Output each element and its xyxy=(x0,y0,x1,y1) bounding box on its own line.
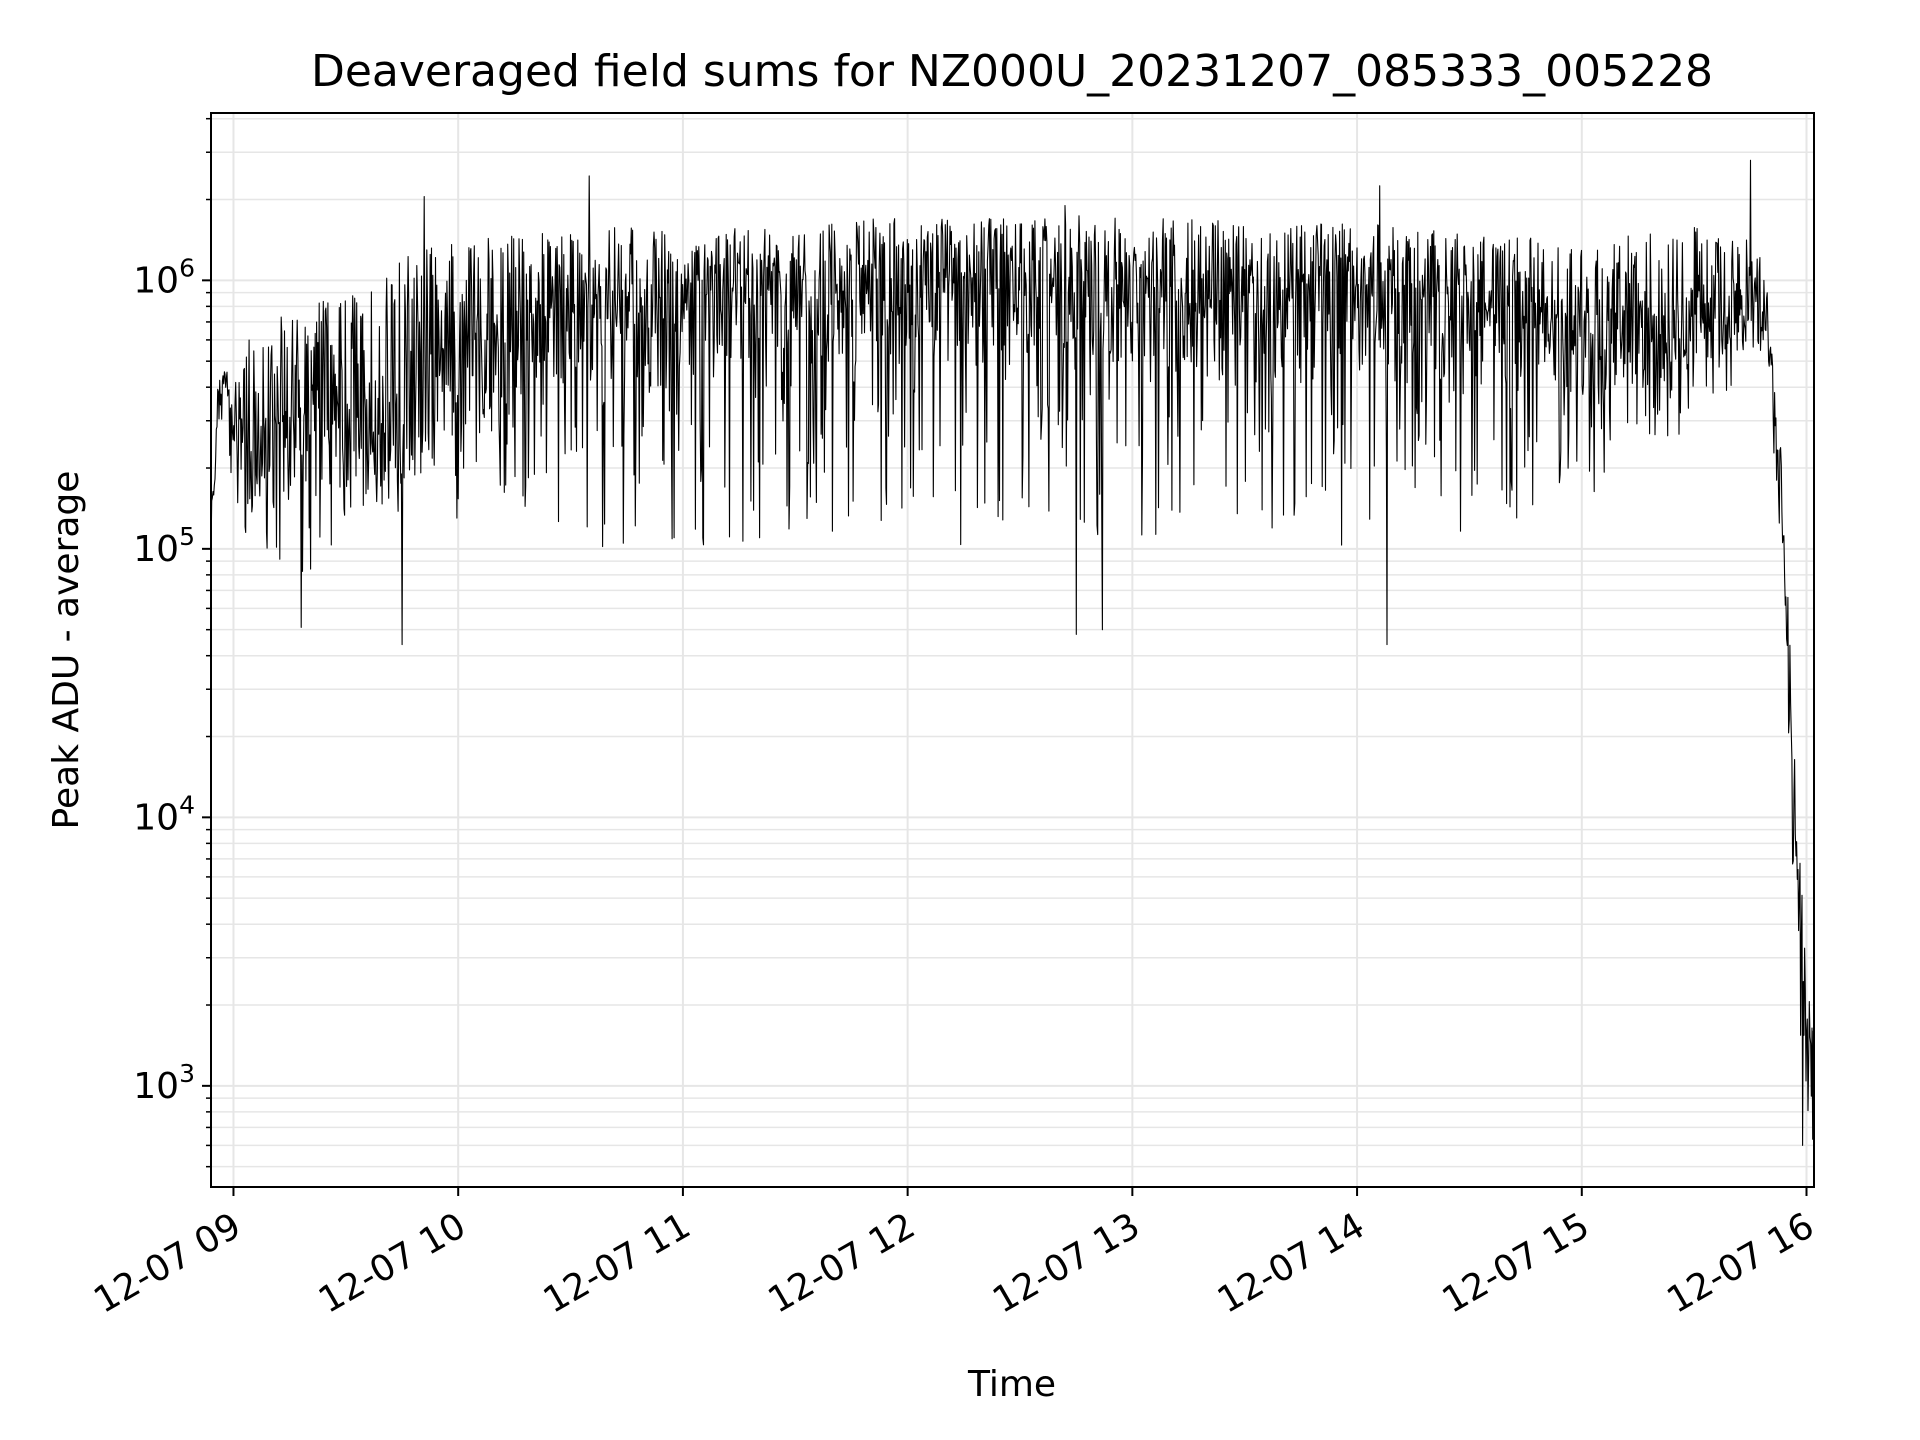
x-axis-label: Time xyxy=(967,1364,1056,1405)
x-tick-label: 12-07 16 xyxy=(1660,1205,1821,1321)
x-tick-label: 12-07 15 xyxy=(1436,1205,1597,1321)
x-tick-label: 12-07 09 xyxy=(87,1205,248,1321)
x-tick-label: 12-07 10 xyxy=(312,1205,473,1321)
grid-layer xyxy=(211,113,1814,1187)
series-layer xyxy=(210,159,1815,1146)
y-tick-label: 105 xyxy=(133,522,195,570)
x-tick-label: 12-07 13 xyxy=(986,1205,1147,1321)
y-axis-label: Peak ADU - average xyxy=(46,471,87,830)
series-line xyxy=(210,159,1815,1146)
x-tick-label: 12-07 14 xyxy=(1211,1205,1372,1321)
y-tick-label: 106 xyxy=(133,253,195,301)
y-tick-label: 103 xyxy=(133,1059,195,1107)
x-tick-label: 12-07 11 xyxy=(537,1205,698,1321)
chart-title: Deaveraged field sums for NZ000U_2023120… xyxy=(311,46,1713,97)
x-tick-label: 12-07 12 xyxy=(761,1205,922,1321)
plot-frame xyxy=(210,112,1815,1188)
tick-layer: 12-07 09 12-07 10 12-07 11 12-07 12 12-07 13… xyxy=(87,117,1821,1322)
y-tick-label: 104 xyxy=(133,790,195,838)
